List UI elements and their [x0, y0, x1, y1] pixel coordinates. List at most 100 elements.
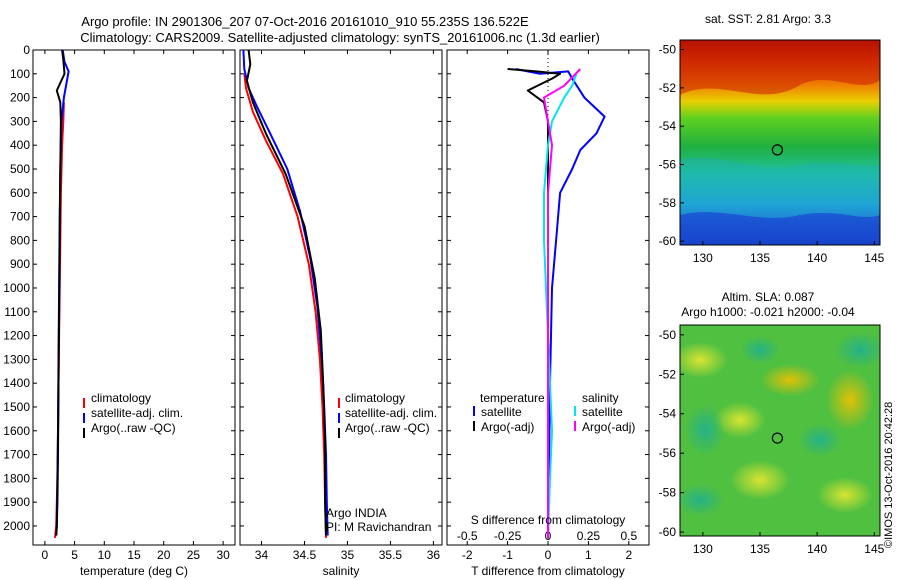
salinity-annotation: Argo INDIA PI: M Ravichandran — [326, 506, 431, 534]
y-tick-label: 1500 — [3, 400, 30, 414]
y-tick-label: 600 — [10, 186, 30, 200]
y-tick-label: 1600 — [3, 424, 30, 438]
x-tick-label-salinity: -0.25 — [494, 529, 522, 543]
x-tick-label: 5 — [71, 548, 78, 562]
x-tick-label: 34 — [255, 548, 269, 562]
x-tick-label: -2 — [462, 548, 473, 562]
sla-map-subtitle: Argo h1000: -0.021 h2000: -0.04 — [681, 305, 855, 319]
x-tick-label: 0 — [42, 548, 49, 562]
salinity-xlabel: salinity — [323, 564, 360, 578]
x-tick-label: -1 — [502, 548, 513, 562]
legend-label: satellite-adj. clim. — [345, 406, 437, 420]
y-tick-label: 1800 — [3, 471, 30, 485]
y-tick-label: 900 — [10, 257, 30, 271]
y-tick-label: 400 — [10, 138, 30, 152]
y-tick-label: 1200 — [3, 329, 30, 343]
map-x-tick-label: 140 — [807, 542, 827, 556]
map-y-tick-label: -56 — [659, 446, 677, 460]
sla-map-title: Altim. SLA: 0.087 — [722, 290, 815, 304]
temperature-legend: climatology satellite-adj. clim. Argo(..… — [83, 391, 183, 438]
map-x-tick-label: 145 — [864, 542, 884, 556]
legend-label: satellite-adj. clim. — [91, 406, 183, 420]
series-group — [242, 50, 329, 538]
x-tick-label: 20 — [157, 548, 171, 562]
map-x-tick-label: 135 — [750, 542, 770, 556]
credit-text: ©IMOS 13-Oct-2016 20:42:28 — [883, 402, 895, 548]
series-line-climatology — [243, 73, 327, 538]
figure-title-line2: Climatology: CARS2009. Satellite-adjuste… — [80, 30, 600, 45]
temperature-xlabel: temperature (deg C) — [80, 564, 188, 578]
y-tick-label: 1700 — [3, 448, 30, 462]
difference-legend: temperature satellite Argo(-adj) salinit… — [473, 391, 635, 434]
sst-map-title: sat. SST: 2.81 Argo: 3.3 — [705, 12, 831, 26]
series-group — [507, 68, 606, 538]
legend-label: Argo(..raw -QC) — [91, 421, 176, 435]
x-tick-label: 25 — [187, 548, 201, 562]
annotation-pi: PI: M Ravichandran — [326, 520, 431, 534]
map-x-tick-label: 130 — [693, 251, 713, 265]
sst-map-image — [680, 40, 880, 245]
series-group — [54, 50, 70, 539]
x-tick-label-salinity: 0.5 — [620, 529, 637, 543]
map-y-tick-label: -58 — [659, 486, 677, 500]
x-tick-label: 35.5 — [379, 548, 403, 562]
x-tick-label: 2 — [625, 548, 632, 562]
difference-xlabel: T difference from climatology — [471, 564, 625, 578]
legend-title-temperature: temperature — [480, 391, 545, 405]
map-y-tick-label: -50 — [659, 328, 677, 342]
map-y-tick-label: -54 — [659, 119, 677, 133]
salinity-legend: climatology satellite-adj. clim. Argo(..… — [338, 391, 437, 438]
sla-map-axes: 130 135 140 145 -50 -52 -54 -56 -58 -60 — [659, 328, 885, 556]
x-tick-label: 15 — [127, 548, 141, 562]
x-tick-label: 35 — [341, 548, 355, 562]
sst-map-axes: 130 135 140 145 -50 -52 -54 -56 -58 -60 — [659, 43, 885, 265]
x-tick-label-salinity: 0.25 — [577, 529, 601, 543]
map-y-tick-label: -54 — [659, 407, 677, 421]
argo-location-marker — [771, 144, 783, 156]
legend-label: satellite — [481, 405, 522, 419]
series-line-argo-raw-qc- — [55, 50, 66, 536]
series-line-salinity-argo-adj- — [543, 68, 582, 538]
y-tick-label: 700 — [10, 210, 30, 224]
map-y-tick-label: -60 — [659, 525, 677, 539]
y-tick-label: 200 — [10, 91, 30, 105]
map-y-tick-label: -50 — [659, 43, 677, 57]
map-y-tick-label: -56 — [659, 158, 677, 172]
legend-label: Argo(-adj) — [582, 420, 635, 434]
sla-map-image — [680, 325, 880, 536]
x-tick-label-salinity: -0.5 — [457, 529, 478, 543]
y-tick-label: 2000 — [3, 519, 30, 533]
legend-label: climatology — [345, 391, 405, 405]
legend-label: Argo(..raw -QC) — [345, 421, 430, 435]
temperature-chart: 0100200300400500600700800900100011001200… — [3, 43, 235, 562]
series-line-salinity-satellite — [543, 73, 578, 538]
map-x-tick-label: 140 — [807, 251, 827, 265]
legend-label: satellite — [582, 405, 623, 419]
map-y-tick-label: -52 — [659, 367, 677, 381]
x-tick-label: 30 — [216, 548, 230, 562]
difference-xlabel2: S difference from climatology — [471, 513, 626, 527]
series-line-argo-raw-qc- — [245, 50, 327, 536]
series-line-satellite-adj-clim- — [242, 50, 329, 536]
sst-map-frame — [679, 39, 881, 246]
map-x-tick-label: 135 — [750, 251, 770, 265]
argo-location-marker — [771, 432, 783, 444]
sla-map-frame — [679, 324, 881, 537]
x-tick-label: 36 — [427, 548, 441, 562]
salinity-panel-frame — [239, 49, 443, 546]
y-tick-label: 1900 — [3, 495, 30, 509]
y-tick-label: 800 — [10, 233, 30, 247]
series-line-temperature-satellite — [515, 68, 606, 538]
y-tick-label: 1000 — [3, 281, 30, 295]
legend-label: climatology — [91, 391, 151, 405]
legend-title-salinity: salinity — [582, 391, 619, 405]
x-tick-label: 34.5 — [293, 548, 317, 562]
legend-label: Argo(-adj) — [481, 420, 534, 434]
map-y-tick-label: -60 — [659, 234, 677, 248]
x-tick-label: 1 — [585, 548, 592, 562]
y-tick-label: 100 — [10, 67, 30, 81]
y-tick-label: 300 — [10, 114, 30, 128]
map-x-tick-label: 130 — [693, 542, 713, 556]
map-y-tick-label: -58 — [659, 196, 677, 210]
